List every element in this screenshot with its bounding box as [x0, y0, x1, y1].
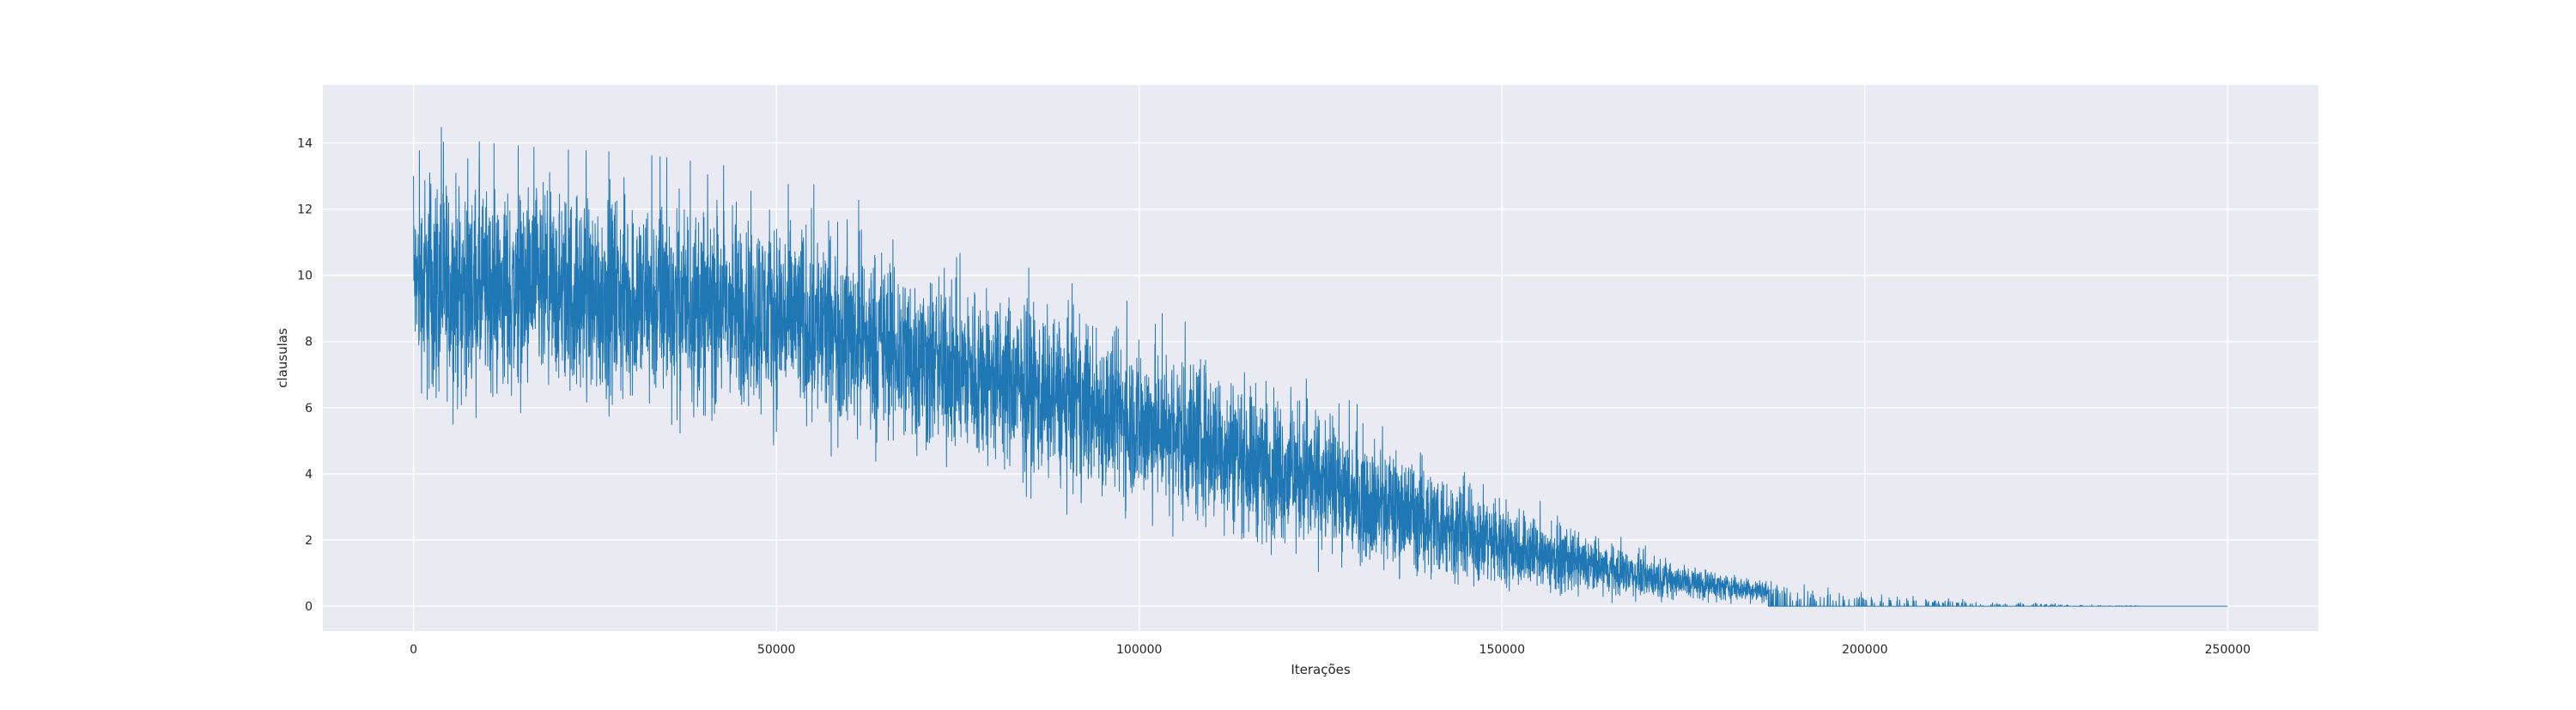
y-tick-label: 4: [305, 468, 313, 482]
x-axis-label: Iterações: [1291, 662, 1351, 677]
y-tick-label: 2: [305, 534, 313, 548]
y-tick-label: 8: [305, 336, 313, 349]
y-tick-label: 14: [297, 137, 313, 150]
y-tick-label: 10: [297, 270, 313, 283]
y-tick-label: 12: [297, 203, 313, 217]
x-tick-label: 100000: [1116, 643, 1162, 657]
x-tick-label: 50000: [757, 643, 796, 657]
y-tick-label: 0: [305, 600, 313, 614]
y-tick-label: 6: [305, 402, 313, 416]
x-tick-label: 200000: [1842, 643, 1887, 657]
series-clausulas: [413, 126, 2228, 607]
y-axis-label: clausulas: [275, 328, 290, 388]
tick-labels: 0 50000 100000 150000 200000 250000 0 2 4 6 8 10 12 1…: [297, 137, 2251, 657]
x-tick-label: 0: [410, 643, 417, 657]
series-line: [413, 126, 2228, 607]
x-tick-label: 250000: [2205, 643, 2251, 657]
plot-background: [323, 85, 2318, 631]
x-tick-label: 150000: [1479, 643, 1525, 657]
